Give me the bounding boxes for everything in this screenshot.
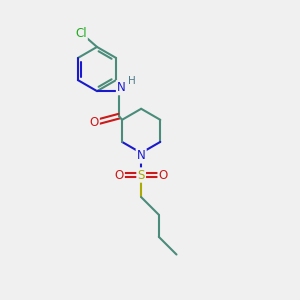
Text: S: S [137,169,145,182]
Text: N: N [137,149,146,162]
Text: O: O [159,169,168,182]
Text: Cl: Cl [75,27,87,40]
Text: O: O [115,169,124,182]
Text: H: H [128,76,135,86]
Text: O: O [89,116,99,128]
Text: N: N [117,81,126,94]
